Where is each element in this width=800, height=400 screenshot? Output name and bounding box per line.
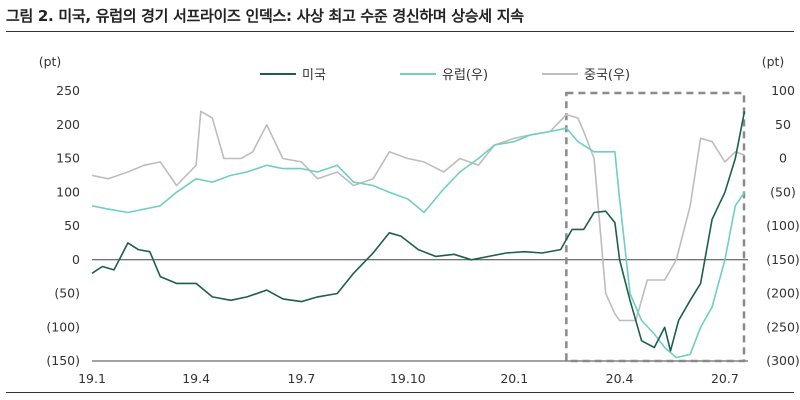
- y-right-tick-label: 50: [775, 117, 791, 132]
- bottom-rule: [6, 392, 794, 393]
- x-tick-label: 19.10: [390, 371, 426, 386]
- series-line-china: [91, 110, 745, 322]
- y-right-tick-label: (200): [766, 286, 800, 301]
- y-left-tick-label: 50: [64, 218, 80, 233]
- y-left-tick-label: 250: [56, 83, 80, 98]
- legend: 미국 유럽(우) 중국(우): [260, 68, 630, 83]
- x-tick-label: 20.4: [606, 371, 634, 386]
- y-right-tick-label: (250): [766, 319, 800, 334]
- legend-label: 유럽(우): [442, 68, 488, 83]
- y-left-tick-label: 100: [56, 184, 80, 199]
- y-right-tick-label: (50): [770, 184, 796, 199]
- x-tick-label: 20.7: [711, 371, 739, 386]
- y-right-tick-label: (300): [766, 353, 800, 368]
- y-right-tick-label: (100): [766, 218, 800, 233]
- series-line-us: [91, 111, 746, 352]
- x-tick-label: 20.1: [500, 371, 528, 386]
- y-left-tick-label: 150: [56, 151, 80, 166]
- y-right-tick-label: 0: [779, 151, 787, 166]
- y-left-tick-label: 200: [56, 117, 80, 132]
- y-left-tick-label: (50): [54, 286, 80, 301]
- page-title: 그림 2. 미국, 유럽의 경기 서프라이즈 인덱스: 사상 최고 수준 경신하…: [6, 7, 524, 25]
- y-right-unit-label: (pt): [762, 54, 785, 69]
- y-left-unit-label: (pt): [39, 54, 62, 69]
- y-left-tick-label: (150): [46, 353, 80, 368]
- y-left-tick-label: 0: [72, 252, 80, 267]
- series-group: [91, 110, 746, 359]
- title-rule: [6, 31, 794, 32]
- y-right-tick-label: 100: [771, 83, 795, 98]
- y-left-tick-label: (100): [46, 319, 80, 334]
- legend-label: 중국(우): [584, 68, 630, 83]
- y-right-tick-label: (150): [766, 252, 800, 267]
- highlight-dashed-box: [565, 91, 746, 363]
- x-tick-label: 19.7: [287, 371, 315, 386]
- legend-label: 미국: [302, 68, 326, 83]
- x-tick-label: 19.1: [78, 371, 106, 386]
- highlight-box: [565, 91, 746, 363]
- axes: 250 200 150 100 50 0 (50) (100) (150) 100 50 0 (50) (…: [46, 83, 799, 386]
- x-tick-label: 19.4: [182, 371, 210, 386]
- series-line-europe: [91, 127, 746, 359]
